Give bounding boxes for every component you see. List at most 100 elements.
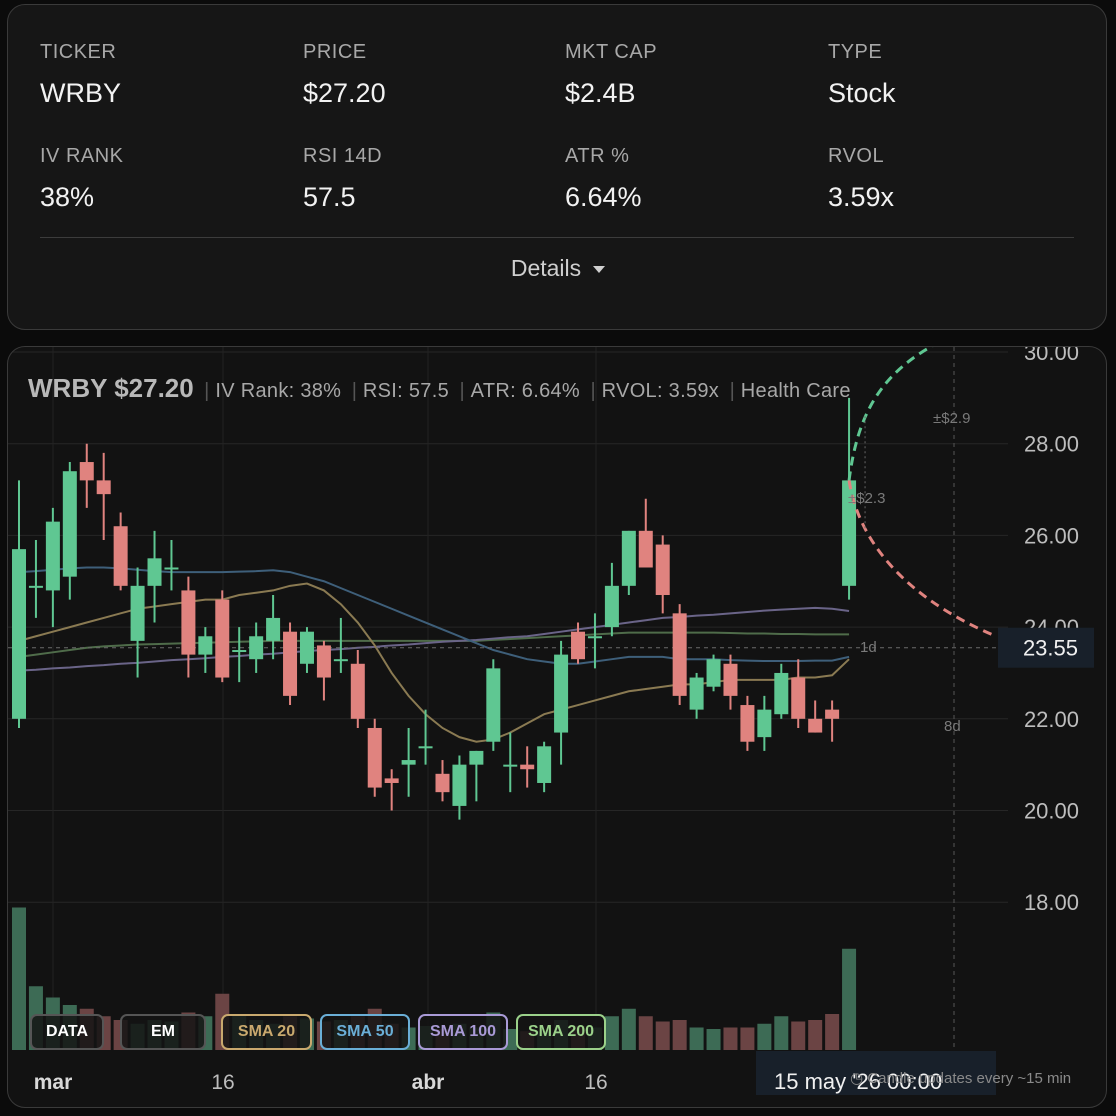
stat-iv-rank: IV RANK 38% — [40, 145, 124, 213]
button-label: EM — [151, 1023, 175, 1040]
candle-body — [45, 521, 60, 591]
candle-body — [486, 668, 501, 742]
candle-body — [825, 709, 840, 719]
y-tick-label: 28.00 — [1024, 432, 1079, 457]
candle-body — [401, 760, 416, 765]
button-label: DATA — [45, 1023, 89, 1040]
y-tick-label: 18.00 — [1024, 890, 1079, 915]
separator: | — [351, 380, 357, 402]
candle-body — [299, 631, 314, 664]
candle-body — [842, 480, 857, 586]
candle-body — [79, 462, 94, 481]
candle-body — [469, 750, 484, 765]
stat-value: 3.59x — [828, 182, 895, 212]
volume-bar — [621, 1008, 636, 1050]
candle-body — [418, 746, 433, 749]
stat-atr: ATR % 6.64% — [565, 145, 642, 213]
sma200-line — [18, 631, 850, 658]
em-outer-label: ±$2.9 — [933, 410, 970, 427]
details-label: Details — [510, 255, 582, 281]
details-toggle[interactable]: Details — [8, 255, 1108, 282]
candle-body — [350, 663, 365, 719]
x-tick-label: mar — [34, 1071, 73, 1094]
stat-label: PRICE — [303, 41, 367, 63]
stat-price: PRICE $27.20 — [303, 41, 386, 109]
candle-body — [791, 677, 806, 719]
volume-bar — [672, 1020, 687, 1050]
candle-body — [520, 764, 535, 770]
stat-label: TICKER — [40, 41, 117, 63]
chart-card: ±$2.3±$2.91d8d32.0030.0028.0026.0024.002… — [7, 346, 1107, 1108]
candle-body — [672, 613, 687, 696]
candle-body — [367, 727, 382, 788]
volume-bar — [740, 1027, 755, 1050]
stat-value: WRBY — [40, 78, 121, 108]
separator: | — [459, 380, 465, 402]
candle-body — [164, 567, 179, 570]
candle-body — [130, 585, 145, 641]
volume-bar — [655, 1021, 670, 1050]
candle-body — [723, 663, 738, 696]
x-tick-label: 16 — [584, 1071, 607, 1094]
em-upper-band — [847, 347, 934, 481]
candle-body — [638, 530, 653, 568]
candle-body — [96, 480, 111, 495]
sma200-toggle-button[interactable]: SMA 200 — [516, 1014, 606, 1050]
stat-type: TYPE Stock — [828, 41, 896, 109]
x-tick-label: abr — [412, 1071, 445, 1094]
stat-label: IV RANK — [40, 145, 124, 167]
candle-body — [452, 764, 467, 806]
volume-bar — [808, 1020, 823, 1050]
chart-rsi: RSI: 57.5 — [362, 380, 450, 402]
update-note-text: Candle updates every ~15 min — [867, 1070, 1072, 1087]
y-tick-label: 20.00 — [1024, 799, 1079, 824]
candle-body — [740, 705, 755, 742]
candle-body — [774, 672, 789, 715]
separator: | — [590, 380, 596, 402]
chart-sector: Health Care — [740, 380, 851, 402]
button-label: SMA 200 — [527, 1023, 595, 1040]
stat-value: $2.4B — [565, 78, 636, 108]
candle-body — [249, 636, 264, 660]
candle-body — [198, 636, 213, 655]
price-badge — [998, 627, 1094, 668]
candle-body — [62, 471, 77, 577]
data-toggle-button[interactable]: DATA — [30, 1014, 104, 1050]
volume-bar — [689, 1027, 704, 1050]
separator: | — [204, 380, 210, 402]
price-chart[interactable]: ±$2.3±$2.91d8d32.0030.0028.0026.0024.002… — [8, 347, 1107, 1108]
chart-rvol: RVOL: 3.59x — [601, 380, 720, 402]
time-badge — [756, 1051, 996, 1095]
stat-mkt-cap: MKT CAP $2.4B — [565, 41, 657, 109]
candle-body — [571, 631, 586, 660]
sma100-line — [18, 606, 850, 672]
candle-body — [316, 645, 331, 678]
price-badge-label: 23.55 — [1023, 636, 1078, 661]
caret-down-icon — [593, 266, 606, 274]
volume-bar — [791, 1021, 806, 1050]
candle-body — [503, 764, 518, 767]
candle-body — [808, 718, 823, 733]
stat-value: $27.20 — [303, 78, 386, 108]
stat-label: RVOL — [828, 145, 885, 167]
volume-bar — [774, 1016, 789, 1050]
candle-body — [706, 659, 721, 687]
button-label: SMA 100 — [429, 1023, 497, 1040]
candle-body — [333, 659, 348, 662]
sma100-toggle-button[interactable]: SMA 100 — [418, 1014, 508, 1050]
y-tick-label: 30.00 — [1024, 347, 1079, 365]
stat-ticker: TICKER WRBY — [40, 41, 121, 109]
candle-body — [384, 778, 399, 783]
volume-bar — [825, 1014, 840, 1050]
sma20-toggle-button[interactable]: SMA 20 — [221, 1014, 312, 1050]
stat-label: ATR % — [565, 145, 630, 167]
em-toggle-button[interactable]: EM — [120, 1014, 206, 1050]
stat-rvol: RVOL 3.59x — [828, 145, 894, 213]
stat-label: RSI 14D — [303, 145, 383, 167]
stat-label: MKT CAP — [565, 41, 658, 63]
clock-icon: ◷ — [850, 1070, 864, 1087]
volume-bar — [842, 948, 857, 1050]
update-note: ◷ Candle updates every ~15 min — [850, 1069, 1071, 1087]
candle-body — [215, 599, 230, 678]
sma50-toggle-button[interactable]: SMA 50 — [320, 1014, 410, 1050]
